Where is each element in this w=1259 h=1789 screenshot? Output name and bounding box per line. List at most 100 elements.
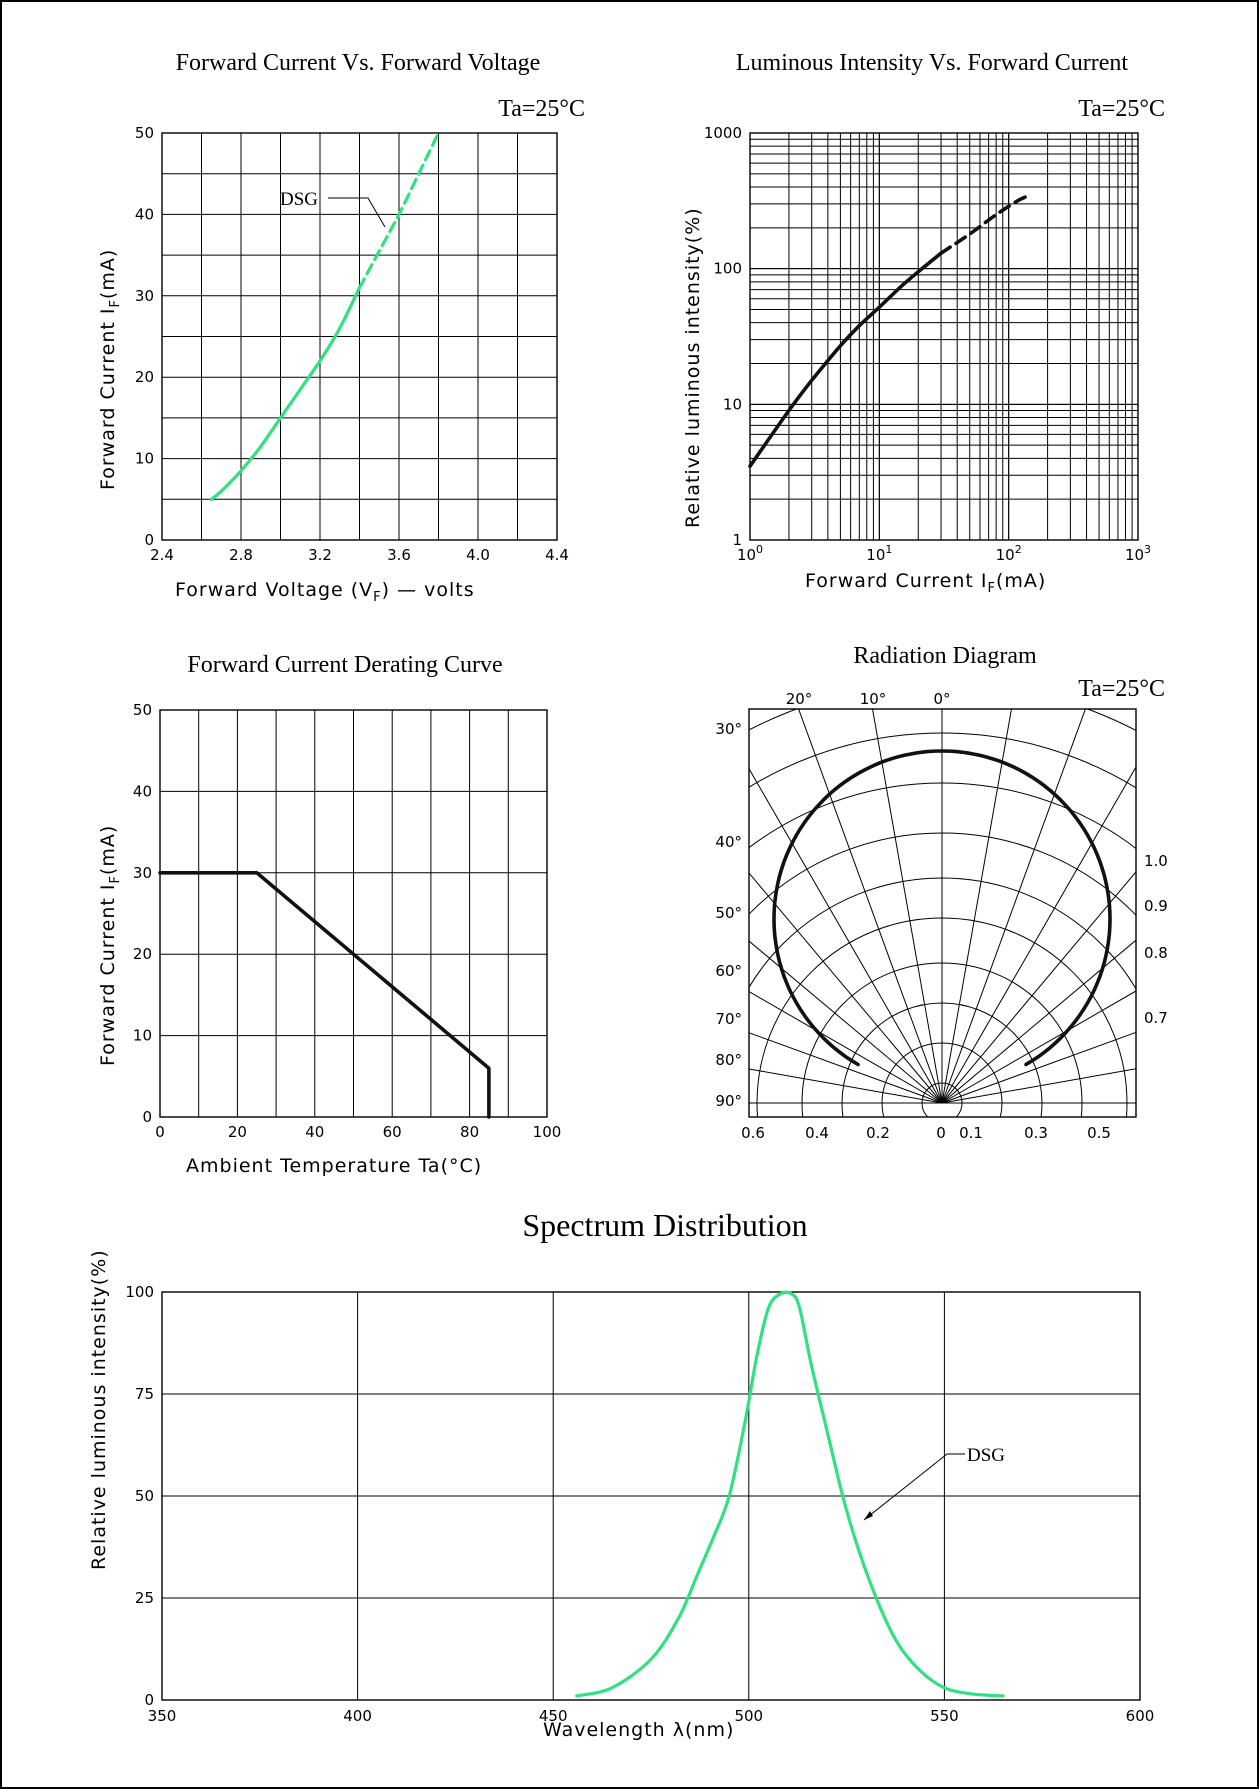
chart-title: Radiation Diagram: [853, 643, 1037, 669]
bottom-scale-label: 0.3: [1024, 1124, 1048, 1142]
x-tick-label: 500: [734, 1707, 763, 1725]
radiation-pattern: [772, 749, 1112, 1067]
left-angle-label: 40°: [715, 833, 742, 851]
chart-condition: Ta=25°C: [1078, 676, 1165, 702]
left-angle-label: 50°: [715, 904, 742, 922]
y-tick-label: 100: [125, 1283, 154, 1301]
x-tick-label: 4.4: [545, 546, 569, 564]
y-axis-label: Forward Current IF(mA): [97, 825, 123, 1066]
axis-labels: Forward Voltage (VF) — volts Forward Cur…: [97, 249, 474, 605]
y-axis-label: Relative luminous intensity(%): [88, 1249, 110, 1570]
y-tick-label: 0: [144, 531, 154, 549]
derating-curve: [158, 871, 491, 1119]
x-tick-label: 60: [383, 1123, 402, 1141]
x-tick-label: 550: [930, 1707, 959, 1725]
x-axis-label: Ambient Temperature Ta(°C): [186, 1155, 482, 1177]
axis-labels: Ambient Temperature Ta(°C) Forward Curre…: [97, 825, 482, 1177]
x-tick-label: 2.4: [150, 546, 174, 564]
x-tick-label: 3.6: [387, 546, 411, 564]
plot-area: 20° 10° 0° 30° 40° 50° 60° 70° 80° 90° 1.0 0.9 0.8 0.…: [715, 690, 1168, 1142]
y-tick-label: 10: [133, 1027, 152, 1045]
bottom-scale-label: 0.2: [866, 1124, 890, 1142]
x-tick-label: 80: [460, 1123, 479, 1141]
series-label-dsg: DSG: [967, 1445, 1005, 1466]
y-tick-label: 1: [732, 531, 742, 549]
y-tick-label: 20: [135, 368, 154, 386]
top-angle-label: 10°: [860, 690, 887, 708]
dsg-curve-dashed: [357, 131, 441, 290]
x-axis-label: Forward Current IF(mA): [805, 570, 1046, 596]
plot-border: [161, 132, 558, 541]
grid-spoke: [941, 990, 1136, 1104]
y-tick-label: 50: [133, 701, 152, 719]
top-angle-label: 0°: [933, 690, 950, 708]
x-axis-label: Wavelength λ(nm): [543, 1719, 734, 1741]
annotation-leader-line: [328, 197, 386, 228]
plot-border: [749, 132, 1139, 541]
bottom-scale-label: 0.6: [741, 1124, 765, 1142]
grid-spoke: [872, 709, 943, 1104]
y-tick-label: 10: [135, 450, 154, 468]
x-tick-label: 100: [737, 543, 763, 564]
x-tick-label: 350: [148, 1707, 177, 1725]
bottom-scale-label: 0.1: [959, 1124, 983, 1142]
radiation-grid: [749, 709, 1136, 1117]
grid-spoke: [941, 709, 1086, 1104]
y-tick-label: 50: [135, 1487, 154, 1505]
y-tick-label: 25: [135, 1589, 154, 1607]
bottom-scale-label: 0.4: [805, 1124, 829, 1142]
chart-condition: Ta=25°C: [498, 96, 585, 122]
spectrum-curve: [575, 1290, 1005, 1698]
grid-spoke: [941, 1068, 1136, 1104]
y-tick-label: 10: [723, 395, 742, 413]
right-scale-label: 0.8: [1144, 944, 1168, 962]
y-tick-label: 75: [135, 1385, 154, 1403]
right-scale-label: 0.7: [1144, 1009, 1168, 1027]
chart-title: Luminous Intensity Vs. Forward Current: [736, 50, 1129, 76]
top-angle-label: 20°: [786, 690, 813, 708]
left-angle-label: 90°: [715, 1092, 742, 1110]
dsg-annotation: DSG: [280, 189, 386, 228]
chart-forward-current-vs-voltage: Forward Current Vs. Forward Voltage Ta=2…: [97, 50, 585, 605]
grid-spoke: [749, 990, 943, 1104]
dsg-curve: [209, 286, 362, 501]
plot-area: 2.4 2.8 3.2 3.6 4.0 4.4 0 10 20 30 40 50: [135, 124, 569, 564]
y-tick-label: 50: [135, 124, 154, 142]
x-tick-label: 0: [155, 1123, 165, 1141]
y-tick-label: 100: [713, 260, 742, 278]
chart-title: Spectrum Distribution: [522, 1207, 807, 1243]
annotation-arrowhead: [864, 1511, 873, 1520]
grid-spoke: [941, 765, 1136, 1104]
grid-spoke: [941, 709, 1012, 1104]
grid-spoke: [749, 940, 943, 1104]
left-angle-label: 60°: [715, 962, 742, 980]
chart-luminous-intensity-vs-current: Luminous Intensity Vs. Forward Current T…: [682, 50, 1165, 596]
grid-spoke: [941, 1031, 1136, 1104]
left-angle-label: 80°: [715, 1051, 742, 1069]
intensity-curve: [748, 251, 943, 468]
right-scale-label: 0.9: [1144, 897, 1168, 915]
chart-derating-curve: Forward Current Derating Curve 0 20 40 60 80…: [97, 652, 561, 1177]
x-tick-label: 400: [343, 1707, 372, 1725]
dsg-annotation: DSG: [863, 1445, 1005, 1521]
chart-title: Forward Current Vs. Forward Voltage: [176, 50, 541, 76]
chart-title: Forward Current Derating Curve: [187, 652, 502, 678]
x-tick-label: 40: [305, 1123, 324, 1141]
y-tick-label: 40: [133, 782, 152, 800]
y-tick-label: 20: [133, 945, 152, 963]
x-tick-label: 4.0: [466, 546, 490, 564]
axis-labels: Wavelength λ(nm) Relative luminous inten…: [88, 1249, 734, 1741]
plot-area: 350 400 450 500 550 600 0 25 50 75 100: [125, 1283, 1154, 1725]
x-tick-label: 101: [866, 543, 892, 564]
x-tick-label: 102: [996, 543, 1022, 564]
grid-spoke: [941, 939, 1136, 1104]
x-tick-label: 20: [228, 1123, 247, 1141]
right-scale-label: 1.0: [1144, 852, 1168, 870]
plot-area: 100 101 102 103 1 10 100 1000: [704, 124, 1151, 564]
grid-spoke: [749, 767, 943, 1104]
x-tick-label: 100: [533, 1123, 562, 1141]
plot-area: 0 20 40 60 80 100 0 10 20 30 40 50: [133, 701, 561, 1141]
y-tick-label: 1000: [704, 124, 742, 142]
annotation-leader-line: [863, 1453, 965, 1521]
